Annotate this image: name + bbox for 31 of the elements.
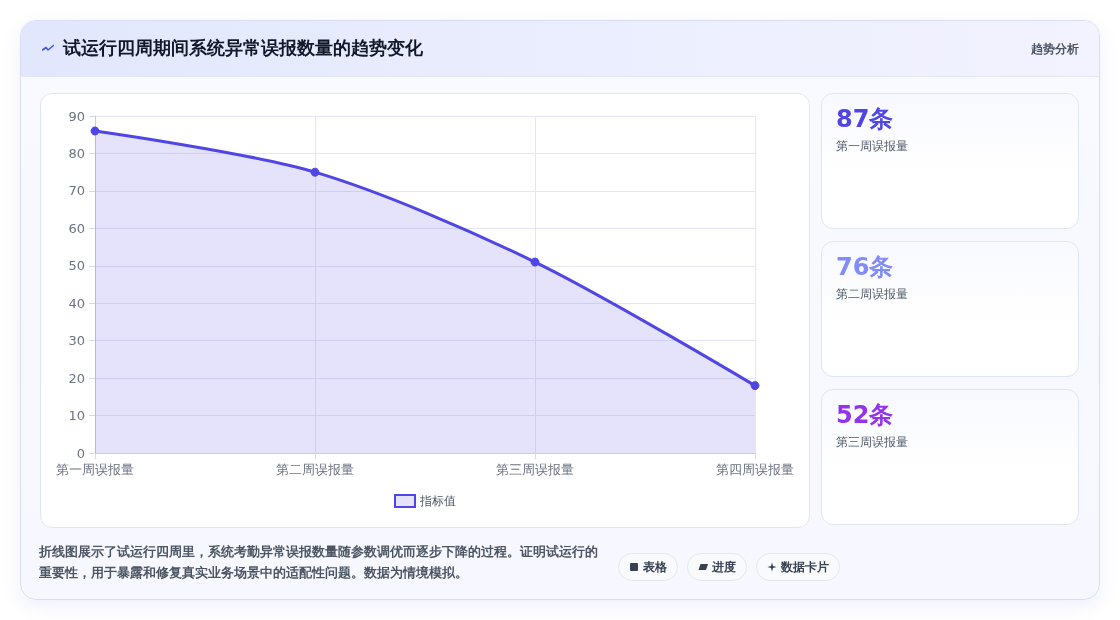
text: 52条 xyxy=(836,400,894,430)
y-tick-label: 70 xyxy=(68,183,85,199)
y-tick-label: 10 xyxy=(68,408,85,424)
x-tick-label: 第一周误报量 xyxy=(56,462,134,477)
text: 第一周误报量 xyxy=(836,138,908,154)
y-tick-label: 50 xyxy=(68,258,85,274)
y-tick-label: 20 xyxy=(68,370,85,386)
text: 进度 xyxy=(712,558,736,576)
text: 表格 xyxy=(643,558,667,576)
y-tick-label: 90 xyxy=(68,108,85,124)
text: 第三周误报量 xyxy=(836,434,908,450)
chart-title: 试运行四周期间系统异常误报数量的趋势变化 xyxy=(63,36,423,60)
y-tick-label: 60 xyxy=(68,220,85,236)
text: 87条 xyxy=(836,104,894,134)
text: 数据卡片 xyxy=(781,558,829,576)
y-tick-label: 40 xyxy=(68,295,85,311)
x-tick-label: 第二周误报量 xyxy=(276,462,354,477)
x-tick-label: 第四周误报量 xyxy=(716,462,794,477)
point xyxy=(530,257,540,267)
point xyxy=(90,126,100,136)
text: 76条 xyxy=(836,252,894,282)
x-tick-label: 第三周误报量 xyxy=(496,462,574,477)
point xyxy=(310,167,320,177)
text: 折线图展示了试运行四周里，系统考勤异常误报数量随参数调优而逐步下降的过程。证明试运行的重要性，用于暴露和修复真实业务场景中的适配性问题。数据为情境模拟。 xyxy=(39,543,599,582)
y-tick-label: 30 xyxy=(68,333,85,349)
legend-label: 指标值 xyxy=(419,494,456,508)
y-tick-label: 0 xyxy=(76,445,85,461)
point xyxy=(750,381,760,391)
y-tick-label: 80 xyxy=(68,145,85,161)
text: 趋势分析 xyxy=(1031,41,1079,58)
text: 第二周误报量 xyxy=(836,286,908,302)
